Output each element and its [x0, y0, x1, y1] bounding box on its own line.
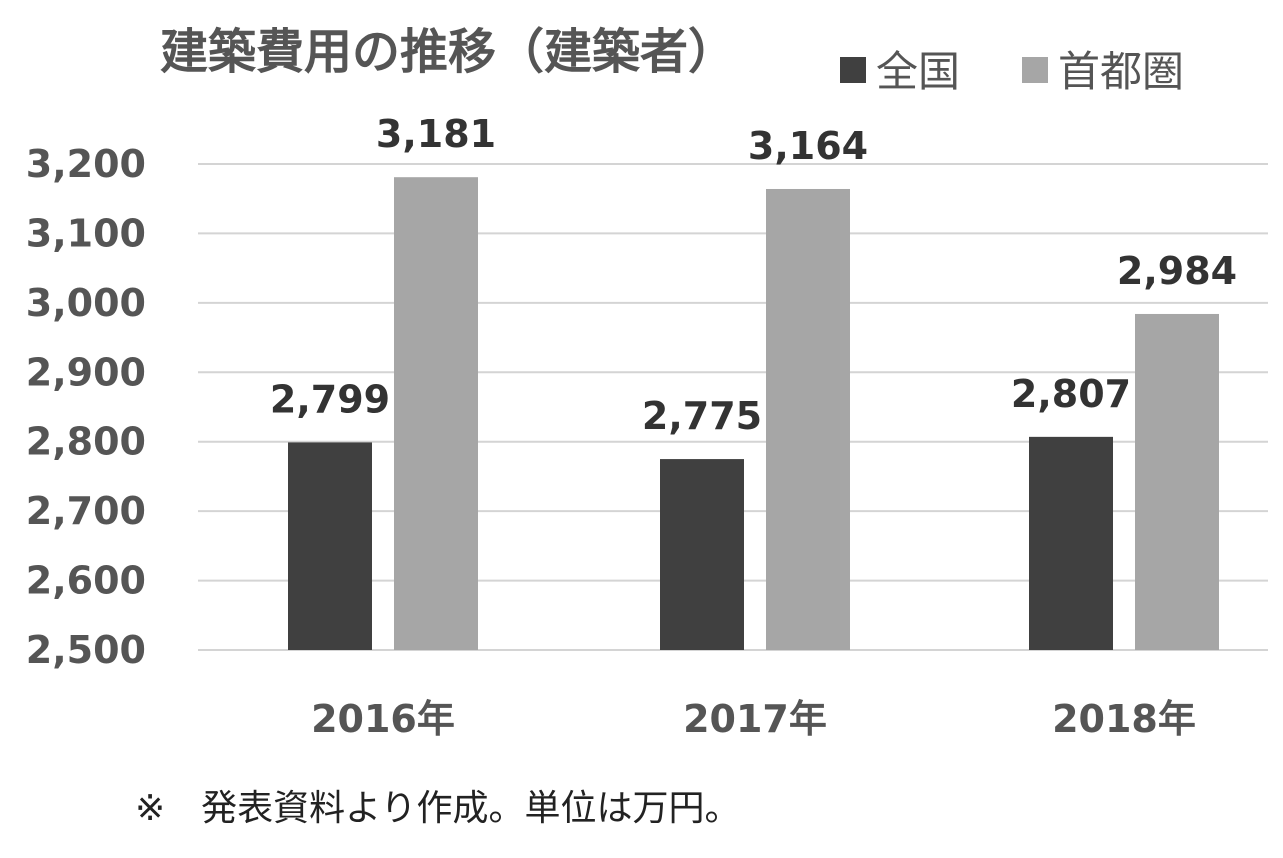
bars — [288, 177, 1219, 651]
x-axis-ticks: 2016年 2017年 2018年 — [311, 697, 1196, 741]
source-note: ※ 発表資料より作成。単位は万円。 — [135, 788, 740, 829]
y-tick-label: 2,500 — [26, 628, 146, 672]
data-label: 3,164 — [748, 124, 868, 168]
y-tick-label: 2,800 — [26, 420, 146, 464]
legend-label-zenkoku: 全国 — [876, 47, 960, 96]
y-tick-label: 2,600 — [26, 559, 146, 603]
data-label: 2,807 — [1011, 372, 1131, 416]
bar-shutoken-1 — [766, 188, 850, 650]
x-tick-label: 2016年 — [311, 697, 455, 741]
y-tick-label: 3,000 — [26, 281, 146, 325]
bar-shutoken-2 — [1135, 313, 1219, 650]
data-label: 2,799 — [270, 377, 390, 421]
chart-title: 建築費用の推移（建築者） — [160, 24, 736, 80]
y-axis-ticks: 2,500 2,600 2,700 2,800 2,900 3,000 3,100 3,200 — [26, 142, 146, 672]
bar-zenkoku-2 — [1029, 436, 1113, 650]
legend: 全国 首都圏 — [840, 47, 1184, 96]
data-labels: 2,799 3,181 2,775 3,164 2,807 2,984 — [270, 112, 1237, 438]
bar-zenkoku-0 — [288, 442, 372, 650]
bar-zenkoku-1 — [660, 459, 744, 650]
y-tick-label: 2,900 — [26, 350, 146, 394]
data-label: 2,775 — [642, 394, 762, 438]
legend-swatch-zenkoku — [840, 57, 866, 83]
x-tick-label: 2017年 — [683, 697, 827, 741]
y-tick-label: 2,700 — [26, 489, 146, 533]
legend-swatch-shutoken — [1022, 57, 1048, 83]
x-tick-label: 2018年 — [1052, 697, 1196, 741]
y-tick-label: 3,200 — [26, 142, 146, 186]
data-label: 2,984 — [1117, 249, 1237, 293]
data-label: 3,181 — [376, 112, 496, 156]
legend-label-shutoken: 首都圏 — [1058, 47, 1184, 96]
y-tick-label: 3,100 — [26, 211, 146, 255]
bar-shutoken-0 — [394, 177, 478, 651]
